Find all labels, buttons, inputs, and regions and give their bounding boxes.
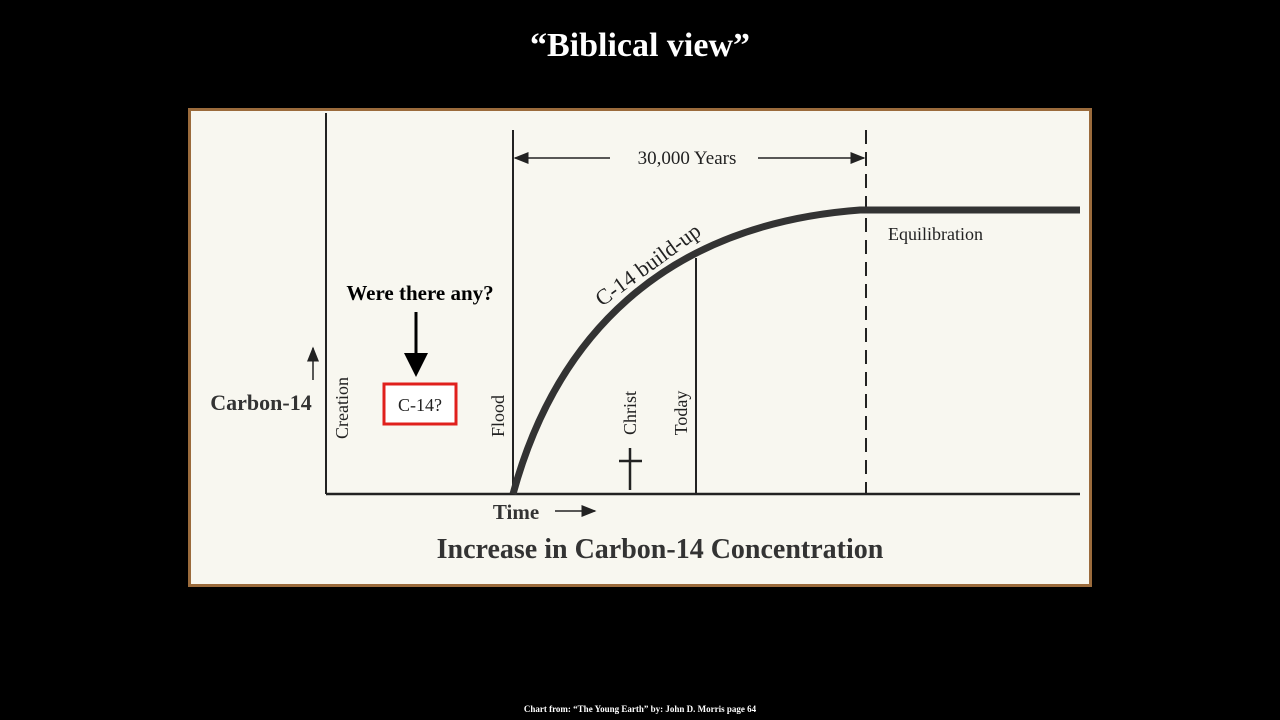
slide-title: “Biblical view”	[530, 27, 750, 64]
box-label: C-14?	[398, 395, 442, 415]
buildup-curve	[509, 206, 1080, 495]
question: Were there any?	[346, 281, 493, 305]
y-axis-label: Carbon-14	[210, 390, 311, 415]
credit: Chart from: “The Young Earth” by: John D…	[524, 704, 757, 714]
span-label: 30,000 Years	[638, 148, 737, 169]
caption: Increase in Carbon-14 Concentration	[437, 534, 884, 565]
x-axis-label: Time	[493, 500, 539, 524]
event-label: Creation	[332, 377, 352, 439]
figure-frame	[188, 108, 1092, 587]
event-label: Flood	[488, 395, 508, 437]
highlight-box	[382, 382, 458, 426]
event-label: Today	[671, 391, 691, 436]
event-label: Christ	[620, 391, 640, 435]
plateau-label: Equilibration	[888, 224, 983, 244]
